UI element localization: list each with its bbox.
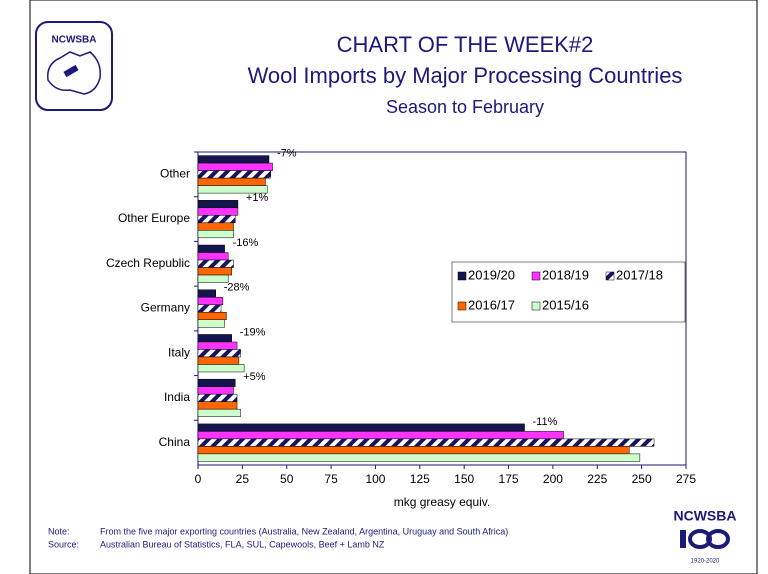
legend-label: 2016/17 bbox=[468, 297, 515, 312]
legend-swatch bbox=[605, 271, 615, 281]
legend-label: 2015/16 bbox=[542, 297, 589, 312]
bar bbox=[197, 162, 273, 171]
bar bbox=[197, 386, 234, 395]
bar bbox=[197, 349, 241, 358]
bar bbox=[197, 364, 245, 373]
bar bbox=[197, 155, 270, 164]
bar bbox=[197, 378, 236, 387]
chart-subtitle: Wool Imports by Major Processing Countri… bbox=[248, 63, 683, 88]
x-tick-label: 150 bbox=[454, 472, 474, 486]
bar bbox=[197, 230, 234, 239]
legend-swatch bbox=[457, 271, 467, 281]
bar bbox=[197, 207, 239, 216]
y-tick-label: Italy bbox=[168, 345, 190, 359]
bar bbox=[197, 297, 224, 305]
y-tick-label: Germany bbox=[141, 301, 190, 315]
bar bbox=[197, 267, 232, 276]
change-label: +1% bbox=[246, 192, 269, 204]
bar bbox=[197, 222, 234, 231]
legend-swatch bbox=[531, 271, 541, 281]
bar bbox=[197, 356, 240, 365]
change-label: +5% bbox=[243, 371, 266, 383]
x-tick-label: 250 bbox=[632, 472, 652, 486]
bar bbox=[197, 312, 227, 320]
bar bbox=[197, 438, 655, 447]
legend-label: 2018/19 bbox=[542, 267, 589, 282]
bar bbox=[197, 341, 238, 350]
legend-swatch bbox=[457, 301, 467, 311]
bar bbox=[197, 423, 525, 432]
logo-top: NCWSBA bbox=[35, 21, 113, 111]
x-tick-label: 0 bbox=[195, 472, 202, 486]
x-tick-label: 75 bbox=[324, 472, 338, 486]
y-tick-label: Czech Republic bbox=[106, 256, 190, 270]
legend-label: 2019/20 bbox=[468, 267, 515, 282]
x-tick-label: 225 bbox=[587, 472, 607, 486]
logo-text: NCWSBA bbox=[52, 35, 97, 46]
bar bbox=[197, 274, 229, 283]
logo-text: NCWSBA bbox=[674, 508, 737, 524]
x-tick-label: 125 bbox=[410, 472, 430, 486]
change-label: -28% bbox=[224, 282, 250, 294]
y-tick-label: China bbox=[159, 435, 191, 449]
logo-years: 1920-2020 bbox=[691, 559, 720, 565]
legend-box bbox=[451, 261, 686, 323]
note: From the five major exporting countries … bbox=[100, 526, 508, 536]
bar bbox=[197, 304, 222, 313]
bar bbox=[197, 177, 266, 186]
bar bbox=[197, 319, 225, 328]
bar bbox=[197, 259, 234, 268]
bar bbox=[197, 200, 239, 209]
x-tick-label: 275 bbox=[676, 472, 696, 486]
x-tick-label: 25 bbox=[236, 472, 250, 486]
change-label: -11% bbox=[533, 416, 558, 428]
x-tick-label: 50 bbox=[280, 472, 294, 486]
bar bbox=[197, 289, 216, 298]
logo-bottom: NCWSBA 1920-2020 bbox=[674, 508, 737, 565]
bar bbox=[197, 215, 236, 224]
bar bbox=[197, 185, 268, 194]
bar bbox=[197, 401, 238, 410]
change-label: -16% bbox=[233, 237, 259, 249]
source: Australian Bureau of Statistics, FLA, SU… bbox=[100, 539, 385, 549]
legend-swatch bbox=[531, 301, 541, 311]
bar bbox=[197, 453, 641, 462]
y-tick-label: India bbox=[164, 390, 190, 404]
source-label: Source: bbox=[48, 539, 79, 549]
chart-title: CHART OF THE WEEK#2 bbox=[337, 32, 594, 57]
bar bbox=[197, 334, 232, 343]
x-axis-label: mkg greasy equiv. bbox=[394, 495, 491, 509]
bar bbox=[197, 244, 225, 253]
bar bbox=[197, 431, 564, 440]
legend-label: 2017/18 bbox=[616, 267, 663, 282]
x-tick-label: 175 bbox=[499, 472, 519, 486]
x-tick-label: 100 bbox=[365, 472, 385, 486]
bar bbox=[197, 252, 229, 261]
x-tick-label: 200 bbox=[543, 472, 563, 486]
bar bbox=[197, 446, 630, 455]
bar bbox=[197, 408, 241, 417]
chart-subtitle: Season to February bbox=[386, 97, 544, 117]
bar bbox=[197, 393, 238, 402]
note-label: Note: bbox=[48, 526, 70, 536]
bar bbox=[197, 170, 272, 179]
y-tick-label: Other bbox=[160, 167, 190, 181]
change-label: -19% bbox=[240, 326, 266, 338]
change-label: -7% bbox=[277, 148, 297, 160]
y-tick-label: Other Europe bbox=[118, 211, 190, 225]
